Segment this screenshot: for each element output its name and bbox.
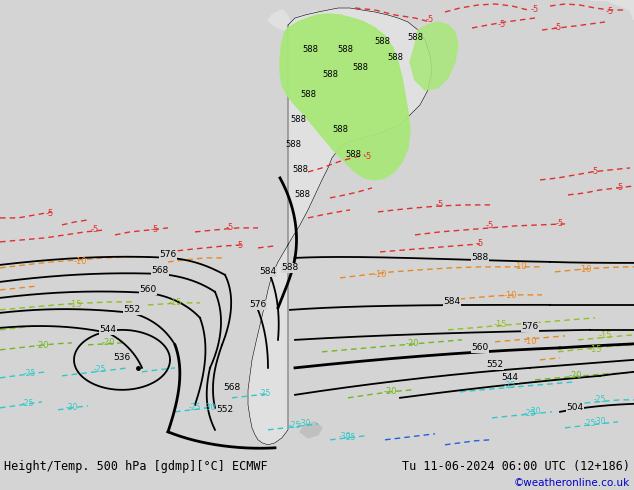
Text: 588: 588 <box>345 150 361 159</box>
Text: -20: -20 <box>36 342 49 350</box>
Text: -25: -25 <box>22 399 34 408</box>
Text: -5: -5 <box>606 7 614 17</box>
Text: 588: 588 <box>471 253 489 263</box>
Text: 588: 588 <box>332 125 348 134</box>
Text: -30: -30 <box>594 417 606 426</box>
Text: -5: -5 <box>616 183 624 193</box>
Text: -30: -30 <box>529 407 541 416</box>
Text: -20: -20 <box>101 339 115 347</box>
Text: -10: -10 <box>514 262 527 271</box>
Text: -25: -25 <box>24 369 36 378</box>
Text: 588: 588 <box>290 116 306 124</box>
Text: -5: -5 <box>151 225 159 234</box>
Text: 588: 588 <box>292 166 308 174</box>
Text: 588: 588 <box>300 91 316 99</box>
Text: -25: -25 <box>289 421 301 430</box>
Text: -10: -10 <box>373 270 387 279</box>
Text: -10: -10 <box>578 266 592 274</box>
Text: 584: 584 <box>443 297 460 306</box>
Text: 588: 588 <box>322 71 338 79</box>
Text: -25: -25 <box>524 409 536 418</box>
Text: -5: -5 <box>46 209 54 219</box>
Text: 588: 588 <box>407 33 423 43</box>
Text: -5: -5 <box>556 220 564 228</box>
Text: -5: -5 <box>226 223 234 232</box>
Text: 568: 568 <box>152 267 169 275</box>
Text: -5: -5 <box>91 225 99 234</box>
Text: 588: 588 <box>352 64 368 73</box>
Text: 560: 560 <box>139 285 157 294</box>
Text: -5: -5 <box>591 168 599 176</box>
Text: -15: -15 <box>493 320 507 329</box>
Text: -15: -15 <box>68 300 82 309</box>
Text: -30: -30 <box>66 403 78 413</box>
Text: -25: -25 <box>584 419 596 428</box>
Text: Height/Temp. 500 hPa [gdmp][°C] ECMWF: Height/Temp. 500 hPa [gdmp][°C] ECMWF <box>4 460 268 473</box>
Text: 552: 552 <box>486 360 503 369</box>
Text: -30: -30 <box>204 403 216 413</box>
Text: 588: 588 <box>337 46 353 54</box>
Text: ©weatheronline.co.uk: ©weatheronline.co.uk <box>514 478 630 488</box>
Text: -5: -5 <box>498 21 506 29</box>
Text: -5: -5 <box>486 221 494 230</box>
Text: -25: -25 <box>189 403 201 413</box>
Circle shape <box>297 15 307 25</box>
Text: 568: 568 <box>223 383 241 392</box>
Text: 544: 544 <box>501 373 519 382</box>
Text: 588: 588 <box>302 46 318 54</box>
Text: -5: -5 <box>236 242 244 250</box>
Text: 588: 588 <box>374 37 390 47</box>
Text: 576: 576 <box>521 322 539 331</box>
Text: 552: 552 <box>124 305 141 315</box>
Text: -20: -20 <box>383 387 397 396</box>
Text: -5: -5 <box>531 5 539 15</box>
Circle shape <box>291 27 297 33</box>
Text: -5: -5 <box>364 152 372 161</box>
Text: -30: -30 <box>299 419 311 428</box>
Text: 584: 584 <box>259 268 276 276</box>
Text: -25: -25 <box>94 366 106 374</box>
Text: 588: 588 <box>281 264 299 272</box>
Text: -25: -25 <box>594 395 606 404</box>
Text: -25: -25 <box>344 433 356 442</box>
Text: -5: -5 <box>554 24 562 32</box>
Polygon shape <box>280 14 410 180</box>
Text: -5: -5 <box>436 200 444 209</box>
Text: -15: -15 <box>598 331 612 341</box>
Text: -15: -15 <box>588 345 602 354</box>
Text: -5: -5 <box>426 16 434 24</box>
Text: -25: -25 <box>259 390 271 398</box>
Polygon shape <box>590 0 634 20</box>
Text: 576: 576 <box>159 250 177 259</box>
Text: -20: -20 <box>405 340 418 348</box>
Text: -10: -10 <box>523 337 537 346</box>
Text: 552: 552 <box>216 405 233 415</box>
Text: -15: -15 <box>168 298 182 307</box>
Text: -5: -5 <box>476 240 484 248</box>
Text: -30: -30 <box>339 432 351 441</box>
Text: 588: 588 <box>387 53 403 63</box>
Text: 536: 536 <box>113 353 131 363</box>
Text: -20: -20 <box>568 371 582 380</box>
Text: 576: 576 <box>249 300 267 309</box>
Polygon shape <box>300 422 322 438</box>
Polygon shape <box>410 22 458 90</box>
Circle shape <box>311 11 319 19</box>
Polygon shape <box>268 10 290 30</box>
Polygon shape <box>248 8 432 445</box>
Text: 588: 588 <box>285 141 301 149</box>
Text: 504: 504 <box>566 403 583 413</box>
Text: -10: -10 <box>503 292 517 300</box>
Text: 588: 588 <box>294 191 310 199</box>
Text: -25: -25 <box>504 381 516 391</box>
Text: Tu 11-06-2024 06:00 UTC (12+186): Tu 11-06-2024 06:00 UTC (12+186) <box>402 460 630 473</box>
Text: -10: -10 <box>74 257 87 267</box>
Text: 544: 544 <box>100 325 117 334</box>
Text: 560: 560 <box>471 343 489 352</box>
